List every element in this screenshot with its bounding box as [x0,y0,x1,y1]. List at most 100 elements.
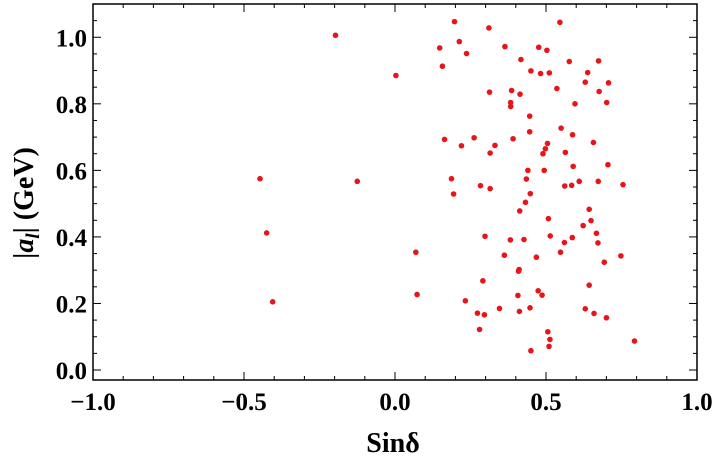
data-point [516,208,523,214]
data-point [507,99,514,106]
y-tick-label: 0.2 [56,291,87,318]
data-point [393,72,399,79]
data-point [482,233,488,240]
data-point [568,182,575,189]
tick-labels: −1.0 −0.5 0.0 0.5 1.0 0.0 0.2 0.4 0.6 0.8 1.0 [56,25,713,416]
data-point [463,50,470,57]
data-point [570,163,576,170]
data-point [450,191,457,197]
data-point [515,292,521,299]
data-point [471,134,477,141]
data-point [586,282,592,288]
data-point [569,234,576,241]
data-point [547,233,554,239]
data-point [601,259,608,266]
data-point [436,45,443,51]
data-point [605,161,611,168]
data-point [544,140,551,147]
data-point [332,32,339,39]
data-point [269,299,276,305]
data-point [545,328,551,335]
data-point [492,142,498,149]
data-point [257,175,263,182]
y-axis-title-rest: | (GeV) [9,147,40,233]
data-point [528,347,534,354]
y-axis-title-sub: l [23,233,44,239]
data-point [591,310,597,317]
data-point [486,25,492,31]
data-point [539,292,545,298]
data-point [507,103,514,110]
data-point [441,136,448,143]
data-point [527,190,534,197]
data-point [603,99,610,106]
data-point [510,135,516,142]
data-point [547,336,553,343]
data-point [414,291,420,298]
data-point [486,89,493,95]
x-tick-label: 1.0 [681,389,712,416]
data-point [413,249,419,256]
data-point [526,128,533,135]
x-tick-label: 0.0 [379,389,410,416]
data-point [541,167,547,174]
data-point [593,230,600,237]
data-point [476,326,483,333]
data-point [527,304,533,311]
data-point [542,145,549,152]
data-point [546,70,553,76]
data-point [557,249,564,256]
data-point [501,252,508,259]
data-point [561,239,568,246]
data-point [354,178,361,185]
data-point [535,288,541,294]
data-point [521,236,527,243]
data-point [540,150,546,157]
data-point [525,167,531,174]
y-axis-title: |al| (GeV) [9,147,44,259]
data-point [545,215,552,222]
data-point [582,79,589,85]
data-points [257,18,638,354]
data-point [544,47,550,54]
y-axis-title-bar-left: | [9,253,40,259]
data-point [474,310,481,316]
data-point [523,176,530,182]
data-point [508,87,515,94]
data-point [618,253,624,259]
data-point [603,314,610,321]
data-point [554,85,560,92]
data-point [590,139,597,146]
data-point [582,305,589,312]
data-point [533,254,540,261]
data-point [595,178,602,185]
x-axis-title: Sinδ [366,428,419,459]
data-point [572,101,578,107]
y-tick-label: 0.6 [56,158,87,185]
data-point [561,183,568,189]
data-point [584,69,591,76]
data-point [480,278,486,284]
x-tick-label: −1.0 [70,389,116,416]
data-point [546,343,552,350]
data-point [487,185,493,192]
data-point [576,178,583,185]
data-point [526,113,533,119]
data-point [586,206,592,213]
data-point [558,125,564,131]
y-tick-label: 0.8 [56,92,87,119]
data-point [588,217,594,224]
data-point [528,68,534,74]
data-point [439,63,446,70]
data-point [569,131,576,138]
data-point [566,58,573,65]
data-point [477,182,484,189]
data-point [462,298,469,304]
y-tick-label: 1.0 [56,25,87,52]
data-point [596,88,602,95]
data-point [451,18,458,25]
data-point [595,240,601,246]
data-point [562,149,569,156]
data-point [458,142,465,149]
